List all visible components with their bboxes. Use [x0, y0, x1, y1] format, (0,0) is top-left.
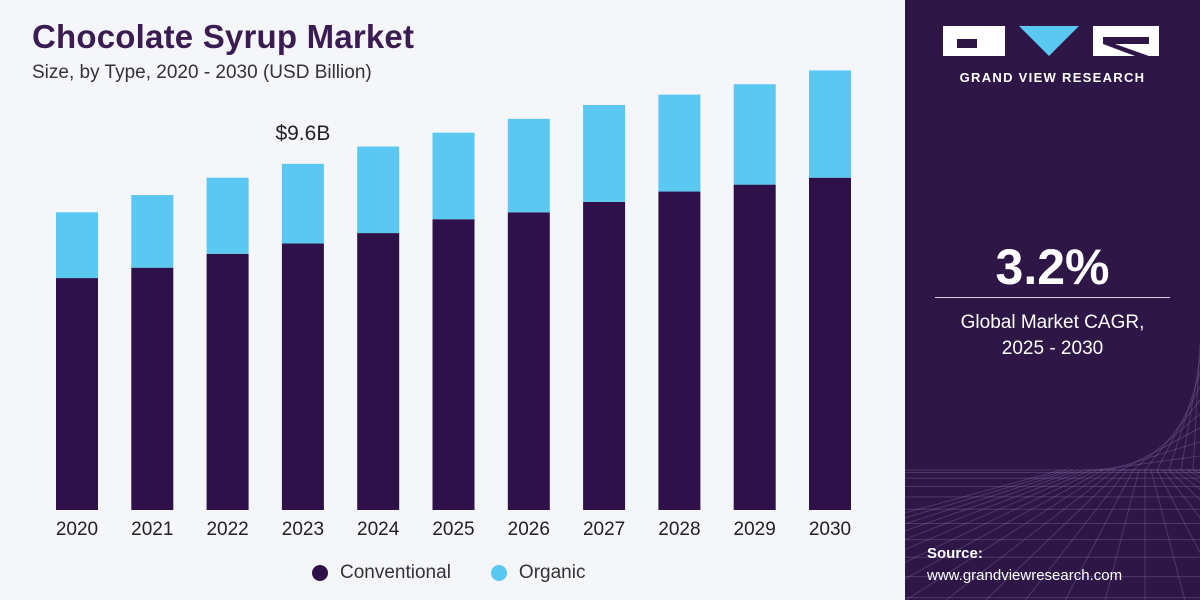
legend-label-conventional: Conventional: [340, 562, 451, 583]
legend-item-organic: Organic: [490, 562, 586, 584]
bar-conventional-2027: [583, 201, 626, 510]
chart-panel: Chocolate Syrup Market Size, by Type, 20…: [32, 18, 852, 584]
source-link[interactable]: www.grandviewresearch.com: [927, 567, 1123, 584]
bar-conventional-2024: [357, 233, 400, 511]
x-tick-label-2024: 2024: [357, 519, 400, 540]
bar-organic-2026: [507, 118, 550, 213]
bar-organic-2020: [56, 212, 98, 279]
bar-organic-2021: [131, 195, 174, 268]
x-tick-label-2021: 2021: [131, 519, 173, 540]
logo-mark: [942, 26, 1159, 56]
x-tick-label-2020: 2020: [56, 519, 98, 540]
legend-item-conventional: Conventional: [312, 562, 451, 584]
cagr-value: 3.2%: [995, 239, 1110, 295]
x-tick-label-2026: 2026: [508, 519, 550, 540]
chart-subtitle: Size, by Type, 2020 - 2030 (USD Billion): [32, 62, 372, 83]
cagr-label: Global Market CAGR, 2025 - 2030: [905, 310, 1200, 362]
x-tick-label-2025: 2025: [432, 519, 474, 540]
x-tick-label-2030: 2030: [809, 519, 851, 540]
bar-conventional-2021: [131, 267, 174, 510]
bar-organic-2022: [206, 177, 249, 254]
bar-conventional-2025: [432, 219, 475, 510]
bar-organic-2030: [809, 70, 851, 178]
stacked-bar-chart: 2020 2021 2022 2023 2024 2025 2026 2027 2028 2029…: [56, 70, 851, 540]
legend-swatch-organic: [490, 565, 507, 581]
x-tick-label-2023: 2023: [282, 519, 324, 540]
bar-organic-2023: [281, 163, 324, 244]
bar-conventional-2023: [281, 243, 324, 510]
bar-organic-2028: [658, 94, 701, 192]
wireframe-decoration: [905, 343, 1200, 600]
bar-organic-2027: [583, 105, 626, 202]
bar-conventional-2029: [733, 184, 776, 510]
bar-organic-2024: [357, 146, 400, 234]
x-tick-label-2022: 2022: [206, 519, 248, 540]
bar-conventional-2022: [206, 253, 249, 510]
chart-legend: Conventional Organic: [312, 562, 625, 584]
brand-name: GRAND VIEW RESEARCH: [959, 70, 1146, 85]
bar-conventional-2028: [658, 191, 701, 511]
cagr-label-line1: Global Market CAGR,: [960, 312, 1145, 333]
x-tick-label-2028: 2028: [658, 519, 700, 540]
legend-label-organic: Organic: [518, 562, 586, 583]
source-label: Source:: [927, 545, 983, 562]
bar-conventional-2030: [809, 177, 851, 510]
bar-conventional-2026: [507, 212, 550, 511]
chart-title: Chocolate Syrup Market: [32, 18, 415, 55]
legend-swatch-conventional: [312, 565, 328, 581]
cagr-label-line2: 2025 - 2030: [1001, 338, 1104, 359]
x-tick-label-2029: 2029: [734, 519, 776, 540]
bar-conventional-2020: [56, 278, 98, 510]
x-tick-label-2027: 2027: [583, 519, 625, 540]
bar-organic-2029: [733, 84, 776, 185]
stats-sidebar: GRAND VIEW RESEARCH 3.2% Global Market C…: [905, 0, 1200, 600]
cagr-divider: [935, 297, 1170, 298]
bar-organic-2025: [432, 132, 475, 220]
gvr-logo-icon: [905, 22, 1200, 67]
data-label-2023: $9.6B: [275, 122, 330, 145]
